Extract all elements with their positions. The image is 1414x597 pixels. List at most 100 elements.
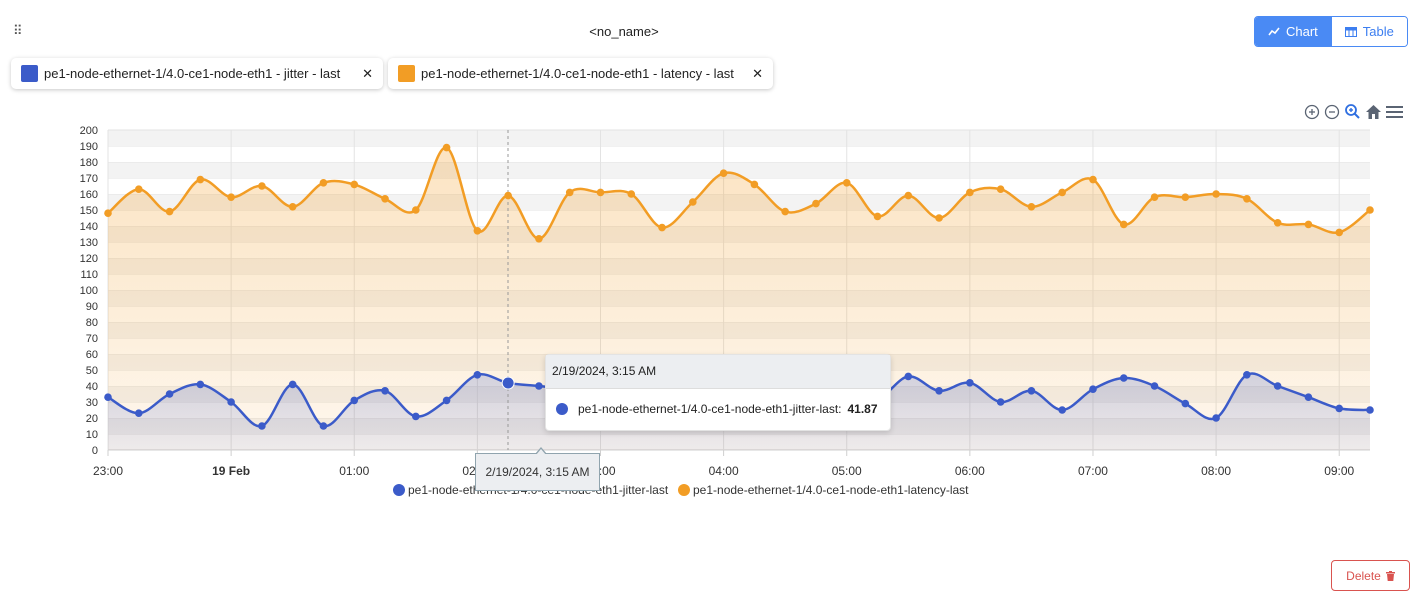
data-point	[1058, 188, 1066, 197]
zoom-out-icon[interactable]	[1324, 104, 1340, 120]
data-point	[873, 212, 882, 221]
series-color-swatch	[398, 65, 415, 82]
data-point	[1212, 414, 1220, 422]
data-point	[565, 188, 574, 197]
data-point	[165, 390, 174, 398]
data-point	[1212, 190, 1220, 198]
data-point	[350, 396, 359, 405]
data-point	[1273, 219, 1282, 227]
y-tick-label: 170	[80, 173, 98, 185]
data-point	[904, 372, 913, 381]
y-tick-label: 110	[80, 269, 98, 281]
legend-marker	[678, 484, 690, 496]
data-point	[1304, 393, 1313, 402]
data-point	[904, 191, 913, 200]
grid-band	[108, 242, 1370, 258]
data-point	[627, 190, 636, 198]
x-tick-label: 04:00	[709, 464, 739, 478]
data-point	[966, 379, 974, 387]
panel-title: <no_name>	[589, 24, 659, 39]
y-tick-label: 80	[86, 317, 98, 329]
drag-handle-icon[interactable]: ⠿	[13, 23, 22, 38]
tooltip-series-label: pe1-node-ethernet-1/4.0-ce1-node-eth1-ji…	[578, 402, 842, 416]
y-tick-label: 100	[80, 285, 98, 297]
data-point	[1181, 193, 1190, 201]
data-point	[1335, 404, 1344, 413]
data-point	[1181, 399, 1190, 408]
zoom-in-icon[interactable]	[1304, 104, 1320, 120]
data-tooltip: 2/19/2024, 3:15 AM pe1-node-ethernet-1/4…	[545, 354, 891, 431]
data-point	[1366, 206, 1374, 214]
data-point	[1089, 175, 1097, 184]
data-point	[1119, 374, 1128, 382]
grid-band	[108, 338, 1370, 354]
x-tick-label: 06:00	[955, 464, 985, 478]
data-point	[996, 185, 1005, 193]
x-tick-label: 23:00	[93, 464, 123, 478]
tooltip-series-marker	[556, 403, 568, 415]
grid-band	[108, 146, 1370, 162]
data-point	[1058, 406, 1066, 414]
data-point	[442, 143, 451, 152]
y-tick-label: 180	[80, 157, 98, 169]
data-point	[1243, 195, 1251, 203]
series-chip-label: pe1-node-ethernet-1/4.0-ce1-node-eth1 - …	[44, 66, 341, 81]
chart-view-label: Chart	[1286, 24, 1318, 39]
data-point	[350, 180, 359, 189]
data-point	[689, 198, 697, 206]
series-chip-latency[interactable]: pe1-node-ethernet-1/4.0-ce1-node-eth1 - …	[388, 58, 773, 89]
close-icon[interactable]: ✕	[362, 65, 373, 81]
x-tick-label: 07:00	[1078, 464, 1108, 478]
grid-band	[108, 226, 1370, 242]
data-point	[258, 422, 266, 430]
y-tick-label: 150	[80, 205, 98, 217]
y-tick-label: 200	[80, 125, 98, 137]
x-tick-label: 08:00	[1201, 464, 1231, 478]
y-tick-label: 0	[92, 445, 98, 457]
y-tick-label: 60	[86, 349, 98, 361]
y-tick-label: 140	[80, 221, 98, 233]
data-point	[501, 376, 515, 390]
grid-band	[108, 322, 1370, 338]
y-tick-label: 50	[86, 365, 98, 377]
legend-label: pe1-node-ethernet-1/4.0-ce1-node-eth1-la…	[693, 483, 969, 497]
legend-marker	[393, 484, 405, 496]
x-tick-label: 05:00	[832, 464, 862, 478]
data-point	[996, 398, 1005, 406]
series-chip-label: pe1-node-ethernet-1/4.0-ce1-node-eth1 - …	[421, 66, 734, 81]
data-point	[381, 387, 389, 395]
zoom-selection-icon[interactable]	[1344, 103, 1361, 120]
close-icon[interactable]: ✕	[752, 65, 763, 81]
delete-button[interactable]: Delete	[1331, 560, 1410, 591]
menu-icon[interactable]	[1386, 105, 1403, 119]
data-point	[966, 188, 974, 197]
grid-band	[108, 178, 1370, 194]
tooltip-header: 2/19/2024, 3:15 AM	[546, 355, 890, 389]
line-chart-icon	[1268, 27, 1280, 35]
grid-band	[108, 290, 1370, 306]
data-point	[134, 409, 143, 418]
data-point	[596, 188, 605, 197]
data-point	[412, 206, 420, 214]
data-point	[319, 179, 328, 187]
chart-view-button[interactable]: Chart	[1255, 17, 1331, 46]
data-point	[381, 195, 389, 203]
home-icon[interactable]	[1365, 104, 1382, 120]
table-icon	[1344, 26, 1357, 37]
series-color-swatch	[21, 65, 38, 82]
data-point	[1089, 385, 1097, 394]
data-point	[104, 393, 112, 402]
y-tick-label: 10	[86, 429, 98, 441]
data-point	[412, 412, 420, 421]
data-point	[258, 182, 266, 190]
data-point	[658, 223, 666, 232]
data-point	[288, 203, 297, 211]
data-point	[1366, 406, 1374, 414]
series-chip-jitter[interactable]: pe1-node-ethernet-1/4.0-ce1-node-eth1 - …	[11, 58, 383, 89]
data-point	[1027, 203, 1036, 211]
x-tick-label: 19 Feb	[212, 464, 250, 478]
y-tick-label: 40	[86, 381, 98, 393]
table-view-button[interactable]: Table	[1330, 17, 1407, 46]
grid-band	[108, 258, 1370, 274]
data-point	[319, 422, 328, 430]
